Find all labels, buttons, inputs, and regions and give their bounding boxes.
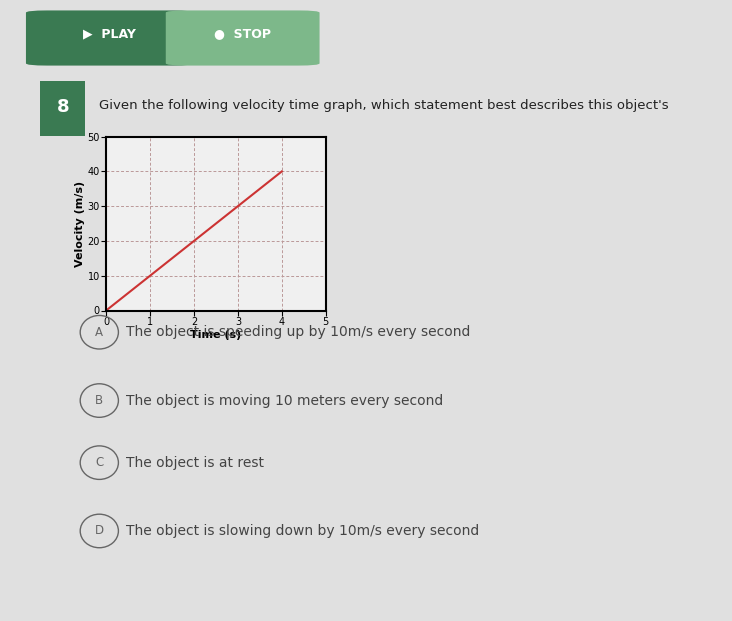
Text: C: C xyxy=(95,456,103,469)
Text: Given the following velocity time graph, which statement best describes this obj: Given the following velocity time graph,… xyxy=(100,99,669,112)
FancyBboxPatch shape xyxy=(26,11,194,66)
Y-axis label: Velocity (m/s): Velocity (m/s) xyxy=(75,181,85,266)
Text: ▶  PLAY: ▶ PLAY xyxy=(83,27,136,40)
X-axis label: Time (s): Time (s) xyxy=(190,330,242,340)
FancyBboxPatch shape xyxy=(40,81,86,136)
Text: D: D xyxy=(94,525,104,537)
Text: 8: 8 xyxy=(56,98,70,116)
Text: The object is at rest: The object is at rest xyxy=(126,456,264,469)
Text: ●  STOP: ● STOP xyxy=(214,27,271,40)
Text: A: A xyxy=(95,326,103,338)
FancyBboxPatch shape xyxy=(165,11,320,66)
Text: The object is moving 10 meters every second: The object is moving 10 meters every sec… xyxy=(126,394,444,407)
Text: The object is speeding up by 10m/s every second: The object is speeding up by 10m/s every… xyxy=(126,325,471,339)
Text: The object is slowing down by 10m/s every second: The object is slowing down by 10m/s ever… xyxy=(126,524,479,538)
Text: B: B xyxy=(95,394,103,407)
